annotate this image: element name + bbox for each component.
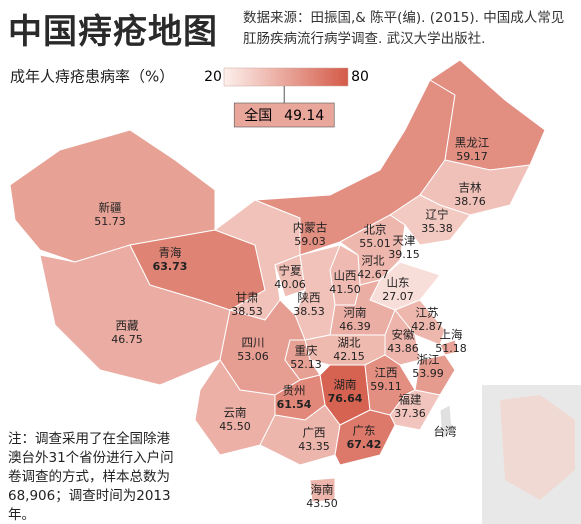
province-name: 吉林 [459, 181, 482, 195]
legend-max: 80 [351, 69, 369, 85]
legend-bar [223, 67, 349, 87]
province-value: 43.35 [298, 440, 330, 453]
province-name: 安徽 [392, 328, 415, 342]
province-name: 上海 [440, 328, 463, 342]
province-name: 山西 [334, 269, 357, 283]
province-name: 辽宁 [426, 208, 449, 222]
province-value: 76.64 [328, 392, 363, 405]
province-name: 重庆 [295, 344, 318, 358]
province-name: 北京 [364, 223, 387, 237]
province-value: 35.38 [421, 222, 453, 235]
province-name: 广东 [353, 424, 376, 438]
province-value: 46.39 [339, 320, 371, 333]
province [334, 409, 396, 466]
province-value: 45.50 [219, 420, 251, 433]
province [274, 254, 306, 298]
legend-min: 20 [204, 69, 222, 85]
province-name: 广西 [303, 426, 326, 440]
province-name: 河南 [344, 306, 367, 320]
province-value: 53.99 [412, 367, 444, 380]
province-name: 新疆 [99, 201, 122, 215]
province-name: 海南 [311, 483, 334, 497]
national-value: 49.14 [284, 108, 324, 124]
province-value: 43.50 [306, 497, 338, 510]
province-name: 内蒙古 [293, 221, 328, 235]
province-name: 湖南 [334, 378, 357, 392]
province-value: 38.53 [293, 305, 325, 318]
province-value: 59.11 [370, 380, 402, 393]
province-name: 四川 [242, 336, 265, 350]
province-value: 51.18 [435, 342, 467, 355]
province-value: 53.06 [237, 350, 269, 363]
province-value: 59.03 [294, 235, 326, 248]
province-value: 63.73 [153, 260, 188, 273]
province-unlabeled [439, 404, 453, 442]
province-name: 台湾 [434, 425, 457, 439]
province-value: 59.17 [456, 150, 488, 163]
legend-title: 成年人痔疮患病率（%） [10, 68, 174, 86]
province-value: 40.06 [274, 278, 306, 291]
province-value: 38.53 [231, 305, 263, 318]
province-name: 甘肃 [236, 291, 259, 305]
province-value: 46.75 [111, 333, 143, 346]
province-value: 42.67 [357, 268, 389, 281]
province-value: 41.50 [329, 283, 361, 296]
province-name: 黑龙江 [455, 136, 490, 150]
province-name: 天津 [393, 234, 416, 248]
province-value: 55.01 [359, 237, 391, 250]
province-name: 江西 [375, 366, 398, 380]
province-name: 河北 [362, 254, 385, 268]
province-name: 福建 [399, 393, 422, 407]
province-value: 39.15 [388, 248, 420, 261]
province-value: 51.73 [94, 215, 126, 228]
province-name: 青海 [159, 246, 182, 260]
province-value: 61.54 [277, 398, 312, 411]
province [414, 354, 456, 396]
province-name: 山东 [387, 276, 410, 290]
province-value: 43.86 [387, 342, 419, 355]
province-value: 38.76 [454, 195, 486, 208]
province-value: 27.07 [382, 290, 414, 303]
province-name: 贵州 [283, 384, 306, 398]
province-value: 52.13 [290, 358, 322, 371]
national-box [233, 102, 335, 128]
province-name: 湖北 [338, 336, 361, 350]
province-name: 西藏 [116, 319, 139, 333]
province-name: 浙江 [417, 353, 440, 367]
title: 中国痔疮地图 [8, 12, 218, 52]
national-name: 全国 [244, 107, 272, 124]
province-value: 37.36 [394, 407, 426, 420]
province-name: 宁夏 [279, 264, 302, 278]
province-name: 陕西 [298, 291, 321, 305]
province-name: 云南 [224, 406, 247, 420]
province [439, 339, 459, 356]
inset-map [500, 395, 575, 500]
source: 数据来源：田振国,& 陈平(编). (2015). 中国成人常见肛肠疾病流行病学… [243, 10, 565, 47]
province [309, 477, 336, 503]
note: 注：调查采用了在全国除港澳台外31个省份进行入户问卷调查的方式，样本总数为68,… [8, 431, 174, 523]
province-name: 江苏 [416, 306, 439, 320]
province-value: 42.15 [333, 350, 365, 363]
province-value: 42.87 [411, 320, 443, 333]
province-value: 67.42 [347, 438, 382, 451]
